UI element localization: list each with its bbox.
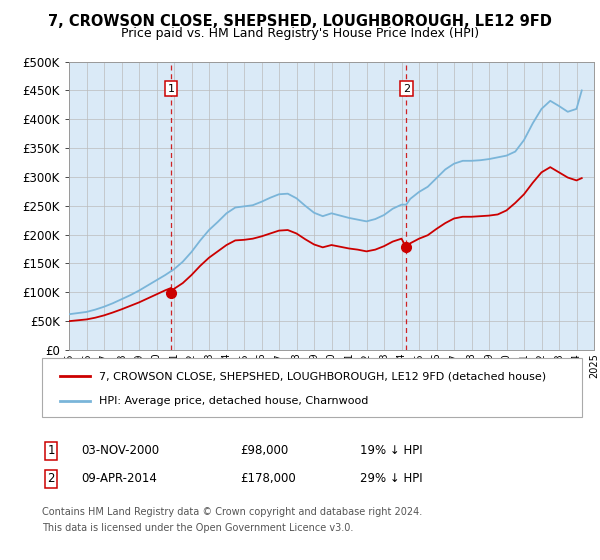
Text: 29% ↓ HPI: 29% ↓ HPI: [360, 472, 422, 486]
Text: HPI: Average price, detached house, Charnwood: HPI: Average price, detached house, Char…: [99, 396, 368, 406]
Text: £98,000: £98,000: [240, 444, 288, 458]
Text: This data is licensed under the Open Government Licence v3.0.: This data is licensed under the Open Gov…: [42, 522, 353, 533]
Text: 03-NOV-2000: 03-NOV-2000: [81, 444, 159, 458]
Text: Contains HM Land Registry data © Crown copyright and database right 2024.: Contains HM Land Registry data © Crown c…: [42, 507, 422, 517]
Text: 2: 2: [47, 472, 55, 486]
Text: 19% ↓ HPI: 19% ↓ HPI: [360, 444, 422, 458]
Text: 1: 1: [167, 83, 175, 94]
Text: Price paid vs. HM Land Registry's House Price Index (HPI): Price paid vs. HM Land Registry's House …: [121, 27, 479, 40]
Text: 2: 2: [403, 83, 410, 94]
Text: 7, CROWSON CLOSE, SHEPSHED, LOUGHBOROUGH, LE12 9FD: 7, CROWSON CLOSE, SHEPSHED, LOUGHBOROUGH…: [48, 14, 552, 29]
Text: £178,000: £178,000: [240, 472, 296, 486]
Text: 7, CROWSON CLOSE, SHEPSHED, LOUGHBOROUGH, LE12 9FD (detached house): 7, CROWSON CLOSE, SHEPSHED, LOUGHBOROUGH…: [99, 371, 546, 381]
Text: 09-APR-2014: 09-APR-2014: [81, 472, 157, 486]
Text: 1: 1: [47, 444, 55, 458]
